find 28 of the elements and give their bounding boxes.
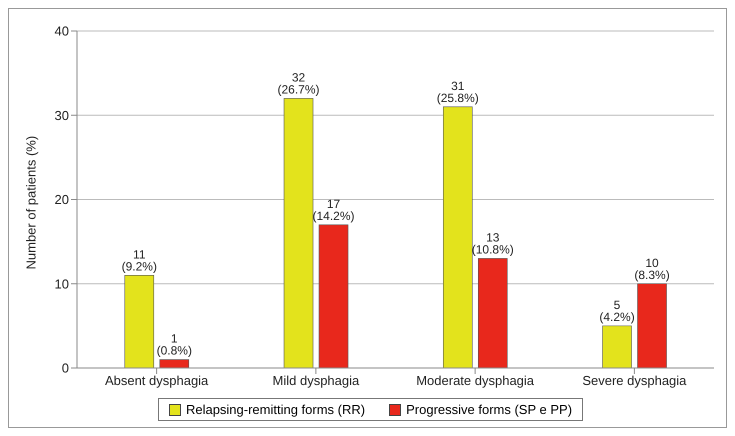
data-label: 31 (25.8%)	[436, 78, 479, 105]
data-label: 32 (26.7%)	[278, 70, 320, 96]
y-tick-label: 40	[54, 24, 69, 39]
bar	[124, 275, 154, 368]
bar	[478, 258, 508, 368]
bar	[284, 98, 314, 368]
bar	[602, 326, 632, 368]
bar	[159, 359, 190, 368]
bar	[318, 224, 348, 368]
data-label: 11 (9.2%)	[122, 247, 157, 274]
bar	[637, 283, 667, 368]
legend-label: Progressive forms (SP e PP)	[406, 402, 572, 417]
y-tick-label: 20	[54, 192, 69, 208]
bar	[442, 106, 473, 368]
data-label: 5 (4.2%)	[599, 298, 635, 324]
y-tick-label: 30	[54, 108, 69, 123]
y-tick-label: 10	[54, 276, 69, 292]
y-tick-label: 0	[62, 360, 69, 376]
x-tick-label: Mild dysphagia	[272, 373, 360, 388]
y-axis-title: Number of patients (%)	[24, 136, 39, 270]
legend-label: Relapsing-remitting forms (RR)	[186, 402, 366, 417]
x-tick-label: Moderate dysphagia	[416, 373, 535, 388]
data-label: 10 (8.3%)	[634, 256, 670, 282]
data-label: 13 (10.8%)	[472, 230, 514, 256]
data-label: 17 (14.2%)	[312, 196, 355, 223]
x-tick-label: Severe dysphagia	[582, 373, 688, 388]
data-label: 1 (0.8%)	[156, 332, 192, 358]
x-tick-label: Absent dysphagia	[104, 373, 210, 388]
